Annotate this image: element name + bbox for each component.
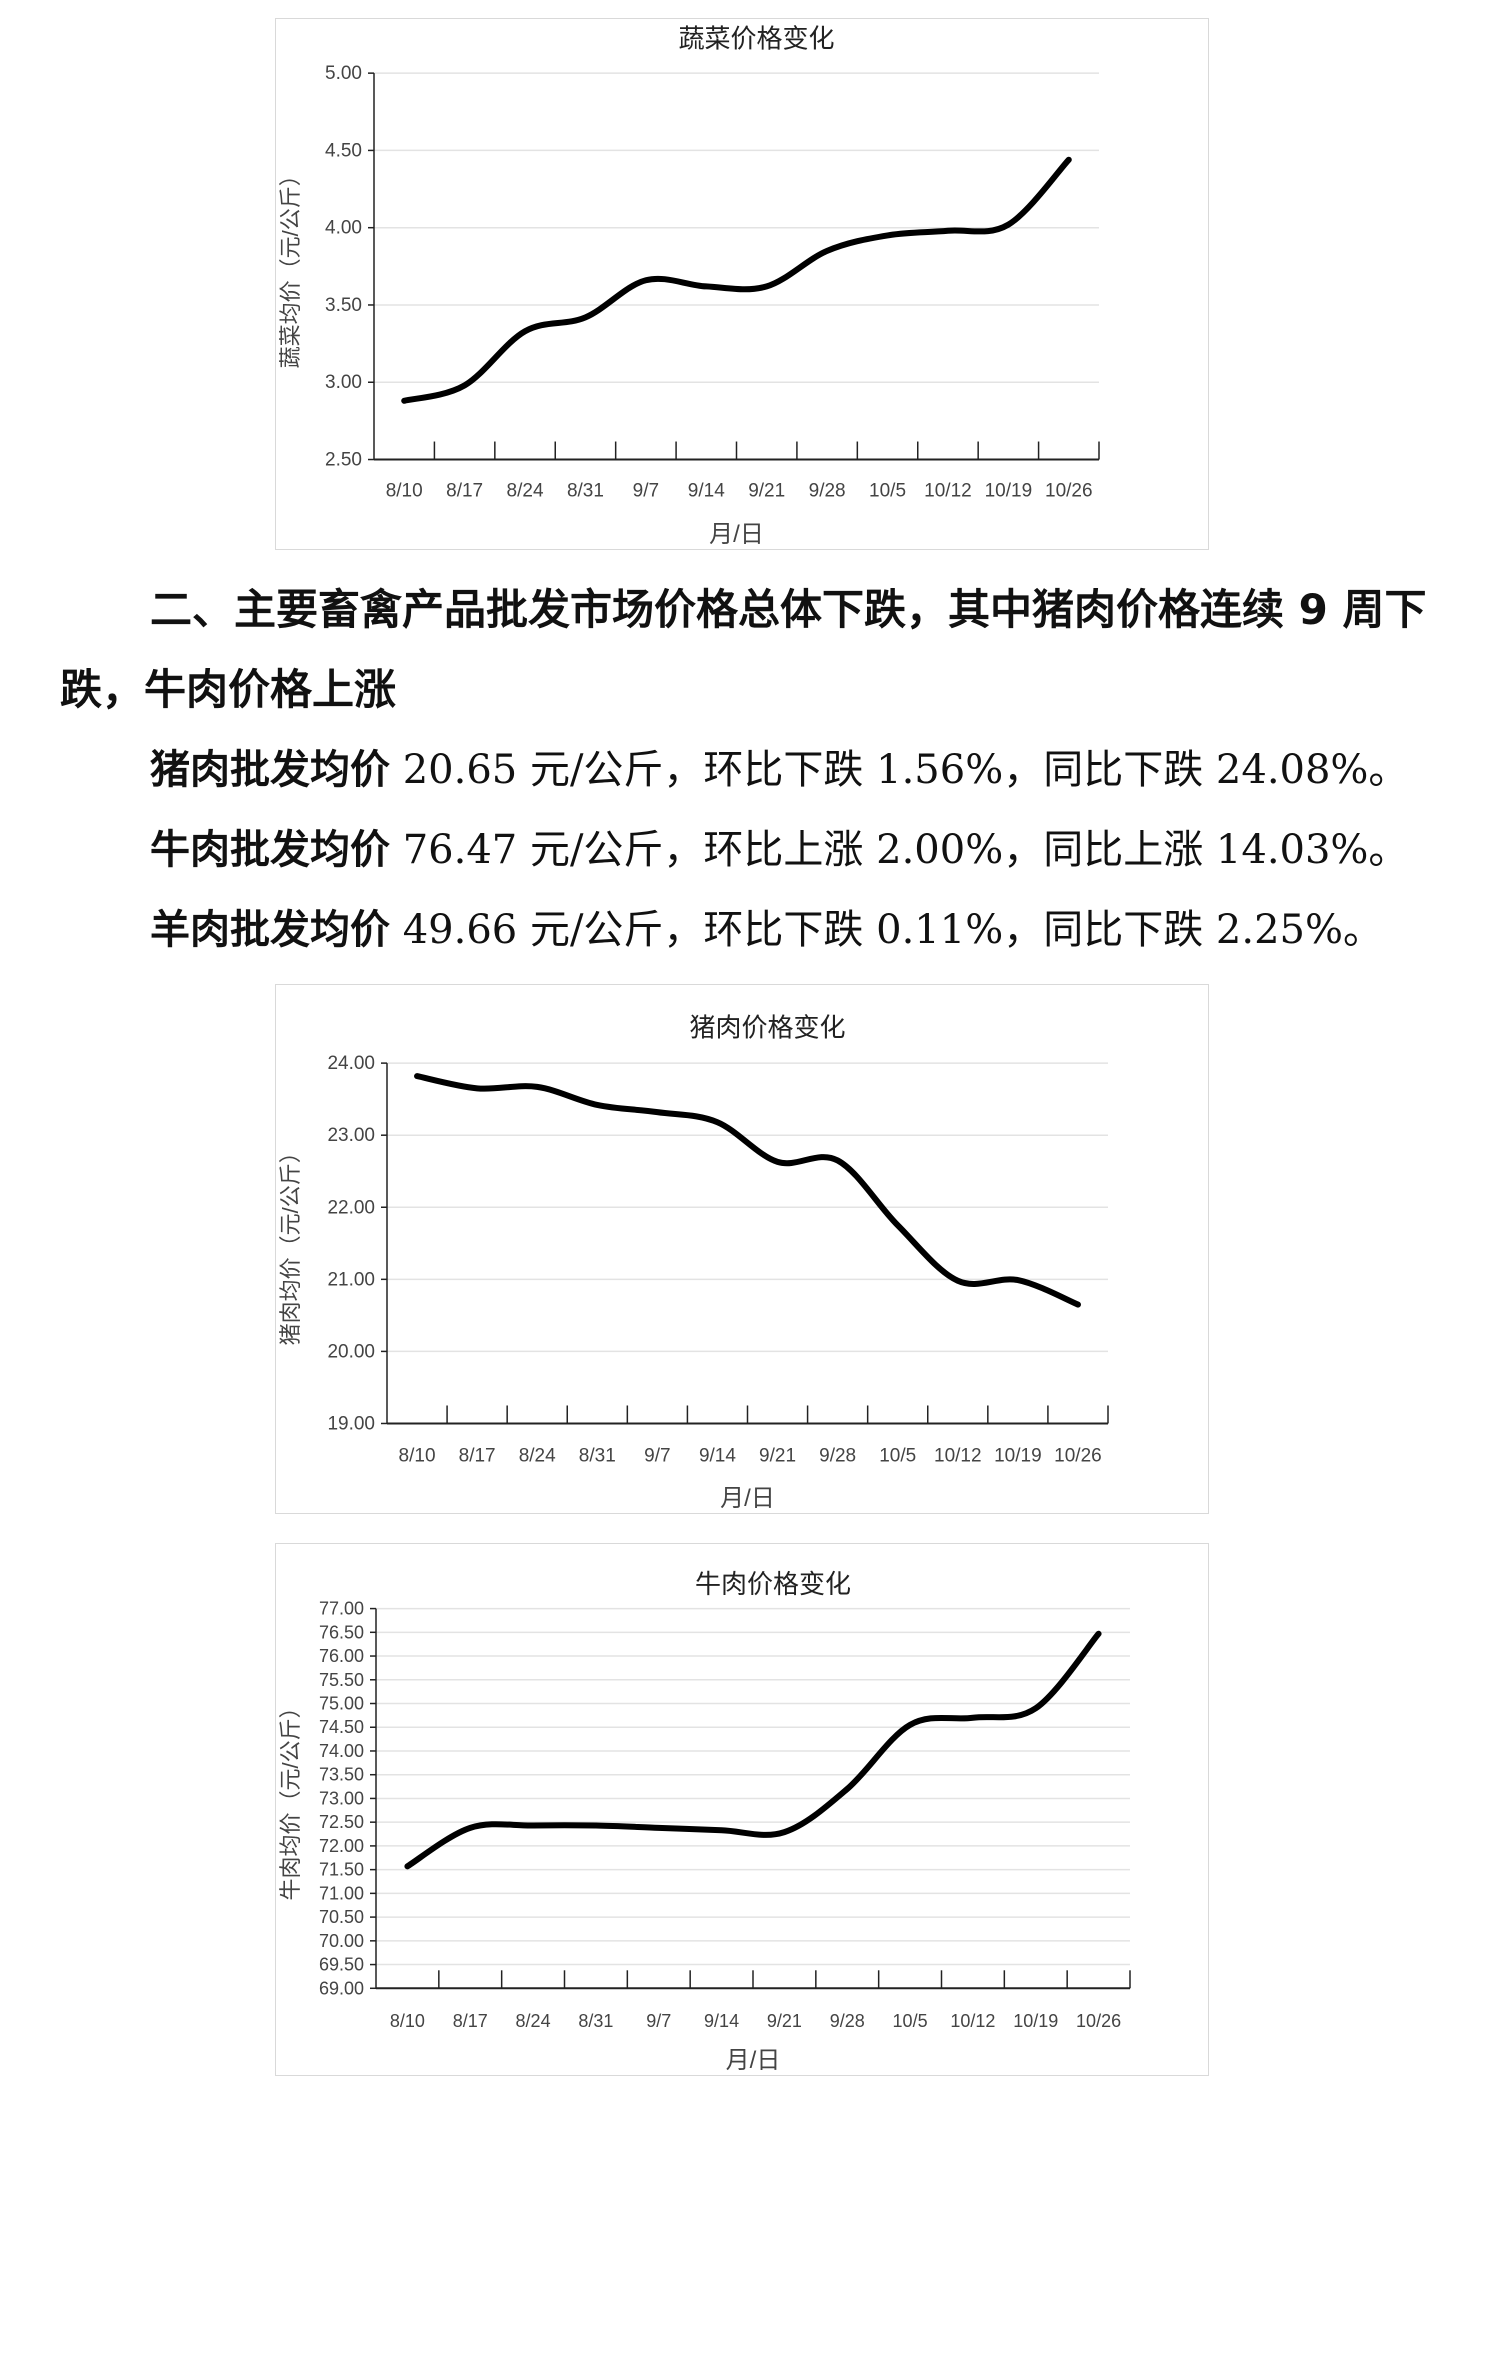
y-tick-label: 2.50: [325, 450, 362, 471]
x-tick-label: 8/10: [399, 1446, 436, 1467]
x-tick-label: 9/7: [633, 481, 659, 502]
price-line: [414, 1073, 1081, 1308]
y-axis-label: 猪肉均价（元/公斤）: [278, 1141, 303, 1345]
chart-title: 蔬菜价格变化: [678, 23, 834, 53]
x-tick-label: 8/31: [578, 2011, 613, 2031]
x-tick-label: 9/21: [759, 1446, 796, 1467]
x-tick-label: 8/24: [516, 2011, 551, 2031]
x-tick-label: 10/12: [924, 481, 972, 502]
y-tick-label: 74.00: [319, 1741, 364, 1761]
x-tick-label: 9/28: [819, 1446, 856, 1467]
price-line: [404, 1630, 1102, 1870]
x-tick-label: 10/19: [994, 1446, 1042, 1467]
chart-title: 牛肉价格变化: [695, 1569, 851, 1599]
x-tick-label: 9/14: [699, 1446, 736, 1467]
x-tick-label: 8/10: [390, 2011, 425, 2031]
x-tick-label: 10/5: [879, 1446, 916, 1467]
y-tick-label: 3.00: [325, 372, 362, 393]
pork-price-chart-svg: 猪肉价格变化 19.00 20.00 21.00 22.00 23.00 24.00 8/10…: [278, 1012, 1109, 1512]
x-tick-label: 8/17: [459, 1446, 496, 1467]
x-tick-label: 10/19: [985, 481, 1033, 502]
y-tick-label: 19.00: [327, 1413, 375, 1434]
x-tick-label: 10/5: [869, 481, 906, 502]
y-tick-label: 3.50: [325, 295, 362, 316]
y-tick-label: 5.00: [325, 63, 362, 84]
y-tick-label: 73.00: [319, 1788, 364, 1808]
x-tick-label: 8/31: [567, 481, 604, 502]
y-tick-label: 77.00: [319, 1599, 364, 1619]
x-tick-label: 8/10: [386, 481, 423, 502]
y-axis-label: 蔬菜均价（元/公斤）: [278, 164, 303, 368]
x-tick-label: 8/31: [579, 1446, 616, 1467]
x-tick-label: 9/14: [704, 2011, 739, 2031]
pork-lead: 猪肉批发均价: [150, 747, 390, 793]
beef-price-chart-svg: 牛肉价格变化 69.00 69.50 70.00 70.50 71.00 71.50 72.0…: [278, 1569, 1131, 2074]
vegetable-price-chart-svg: 蔬菜价格变化 2.50 3.00 3.50 4.00 4.50 5.00 8/10 8/17 8/…: [278, 23, 1100, 548]
y-axis-label: 牛肉均价（元/公斤）: [278, 1696, 303, 1900]
y-tick-label: 24.00: [327, 1053, 375, 1074]
y-tick-label: 69.50: [319, 1955, 364, 1975]
y-tick-label: 69.00: [319, 1978, 364, 1998]
y-tick-label: 73.50: [319, 1765, 364, 1785]
pork-price-chart: 猪肉价格变化 19.00 20.00 21.00 22.00 23.00 24.00 8/10…: [275, 984, 1209, 1514]
beef-price-chart: 牛肉价格变化 69.00 69.50 70.00 70.50 71.00 71.50 72.0…: [275, 1543, 1209, 2076]
y-tick-label: 76.50: [319, 1622, 364, 1642]
y-tick-label: 72.00: [319, 1836, 364, 1856]
y-tick-label: 21.00: [327, 1269, 375, 1290]
section-text: 二、主要畜禽产品批发市场价格总体下跌，其中猪肉价格连续 9 周下跌，牛肉价格上涨…: [60, 570, 1430, 970]
section-heading: 二、主要畜禽产品批发市场价格总体下跌，其中猪肉价格连续 9 周下跌，牛肉价格上涨: [60, 585, 1427, 714]
y-tick-label: 74.50: [319, 1717, 364, 1737]
x-tick-label: 9/14: [688, 481, 725, 502]
y-tick-label: 71.00: [319, 1883, 364, 1903]
x-axis-label: 月/日: [726, 2047, 781, 2074]
x-tick-label: 8/17: [446, 481, 483, 502]
price-line: [401, 156, 1072, 404]
x-tick-label: 9/21: [767, 2011, 802, 2031]
x-tick-label: 8/24: [519, 1446, 556, 1467]
y-tick-label: 22.00: [327, 1197, 375, 1218]
x-tick-label: 8/24: [507, 481, 544, 502]
chart-title: 猪肉价格变化: [689, 1012, 845, 1042]
y-tick-label: 70.00: [319, 1931, 364, 1951]
x-tick-label: 10/5: [893, 2011, 928, 2031]
x-tick-label: 9/21: [748, 481, 785, 502]
x-tick-label: 10/12: [934, 1446, 982, 1467]
y-tick-label: 23.00: [327, 1125, 375, 1146]
y-tick-label: 4.00: [325, 218, 362, 239]
beef-lead: 牛肉批发均价: [150, 827, 390, 873]
x-tick-label: 9/28: [809, 481, 846, 502]
x-tick-label: 10/26: [1054, 1446, 1102, 1467]
y-tick-label: 4.50: [325, 140, 362, 161]
x-tick-label: 10/19: [1013, 2011, 1058, 2031]
x-axis-label: 月/日: [720, 1485, 775, 1512]
beef-paragraph: 牛肉批发均价 76.47 元/公斤，环比上涨 2.00%，同比上涨 14.03%…: [60, 810, 1430, 890]
pork-paragraph: 猪肉批发均价 20.65 元/公斤，环比下跌 1.56%，同比下跌 24.08%…: [60, 730, 1430, 810]
mutton-paragraph: 羊肉批发均价 49.66 元/公斤，环比下跌 0.11%，同比下跌 2.25%。: [60, 890, 1430, 970]
x-tick-label: 10/12: [950, 2011, 995, 2031]
x-tick-label: 9/28: [830, 2011, 865, 2031]
mutton-lead: 羊肉批发均价: [150, 907, 390, 953]
y-tick-label: 72.50: [319, 1812, 364, 1832]
y-tick-label: 71.50: [319, 1860, 364, 1880]
y-tick-label: 70.50: [319, 1907, 364, 1927]
x-axis-label: 月/日: [709, 521, 764, 548]
mutton-text: 49.66 元/公斤，环比下跌 0.11%，同比下跌 2.25%。: [390, 907, 1383, 953]
vegetable-price-chart: 蔬菜价格变化 2.50 3.00 3.50 4.00 4.50 5.00 8/10 8/17 8/…: [275, 18, 1209, 550]
y-tick-label: 75.00: [319, 1694, 364, 1714]
x-tick-label: 9/7: [646, 2011, 671, 2031]
x-tick-label: 8/17: [453, 2011, 488, 2031]
y-tick-label: 75.50: [319, 1670, 364, 1690]
x-tick-label: 10/26: [1045, 481, 1093, 502]
y-tick-label: 20.00: [327, 1341, 375, 1362]
y-tick-label: 76.00: [319, 1646, 364, 1666]
beef-text: 76.47 元/公斤，环比上涨 2.00%，同比上涨 14.03%。: [390, 827, 1409, 873]
x-tick-label: 10/26: [1076, 2011, 1121, 2031]
x-tick-label: 9/7: [644, 1446, 670, 1467]
pork-text: 20.65 元/公斤，环比下跌 1.56%，同比下跌 24.08%。: [390, 747, 1409, 793]
